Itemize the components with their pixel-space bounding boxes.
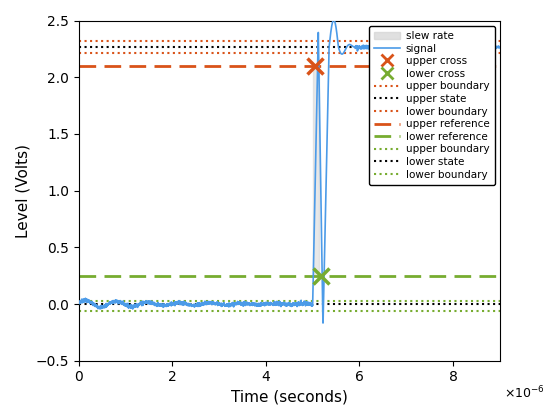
signal	[76, 299, 82, 304]
Text: $\times10^{-6}$: $\times10^{-6}$	[504, 385, 545, 401]
X-axis label: Time (seconds): Time (seconds)	[231, 390, 348, 405]
signal	[443, 45, 450, 50]
signal	[123, 304, 130, 309]
Line: signal: signal	[79, 20, 500, 323]
signal	[320, 320, 326, 326]
signal	[255, 301, 262, 306]
signal	[488, 45, 495, 50]
Legend: slew rate, signal, upper cross, lower cross, upper boundary, upper state, lower : slew rate, signal, upper cross, lower cr…	[369, 26, 494, 185]
signal	[148, 302, 155, 307]
signal	[330, 17, 337, 22]
Bar	[312, 66, 319, 276]
signal	[237, 301, 244, 306]
Y-axis label: Level (Volts): Level (Volts)	[15, 144, 30, 238]
signal	[497, 45, 503, 50]
